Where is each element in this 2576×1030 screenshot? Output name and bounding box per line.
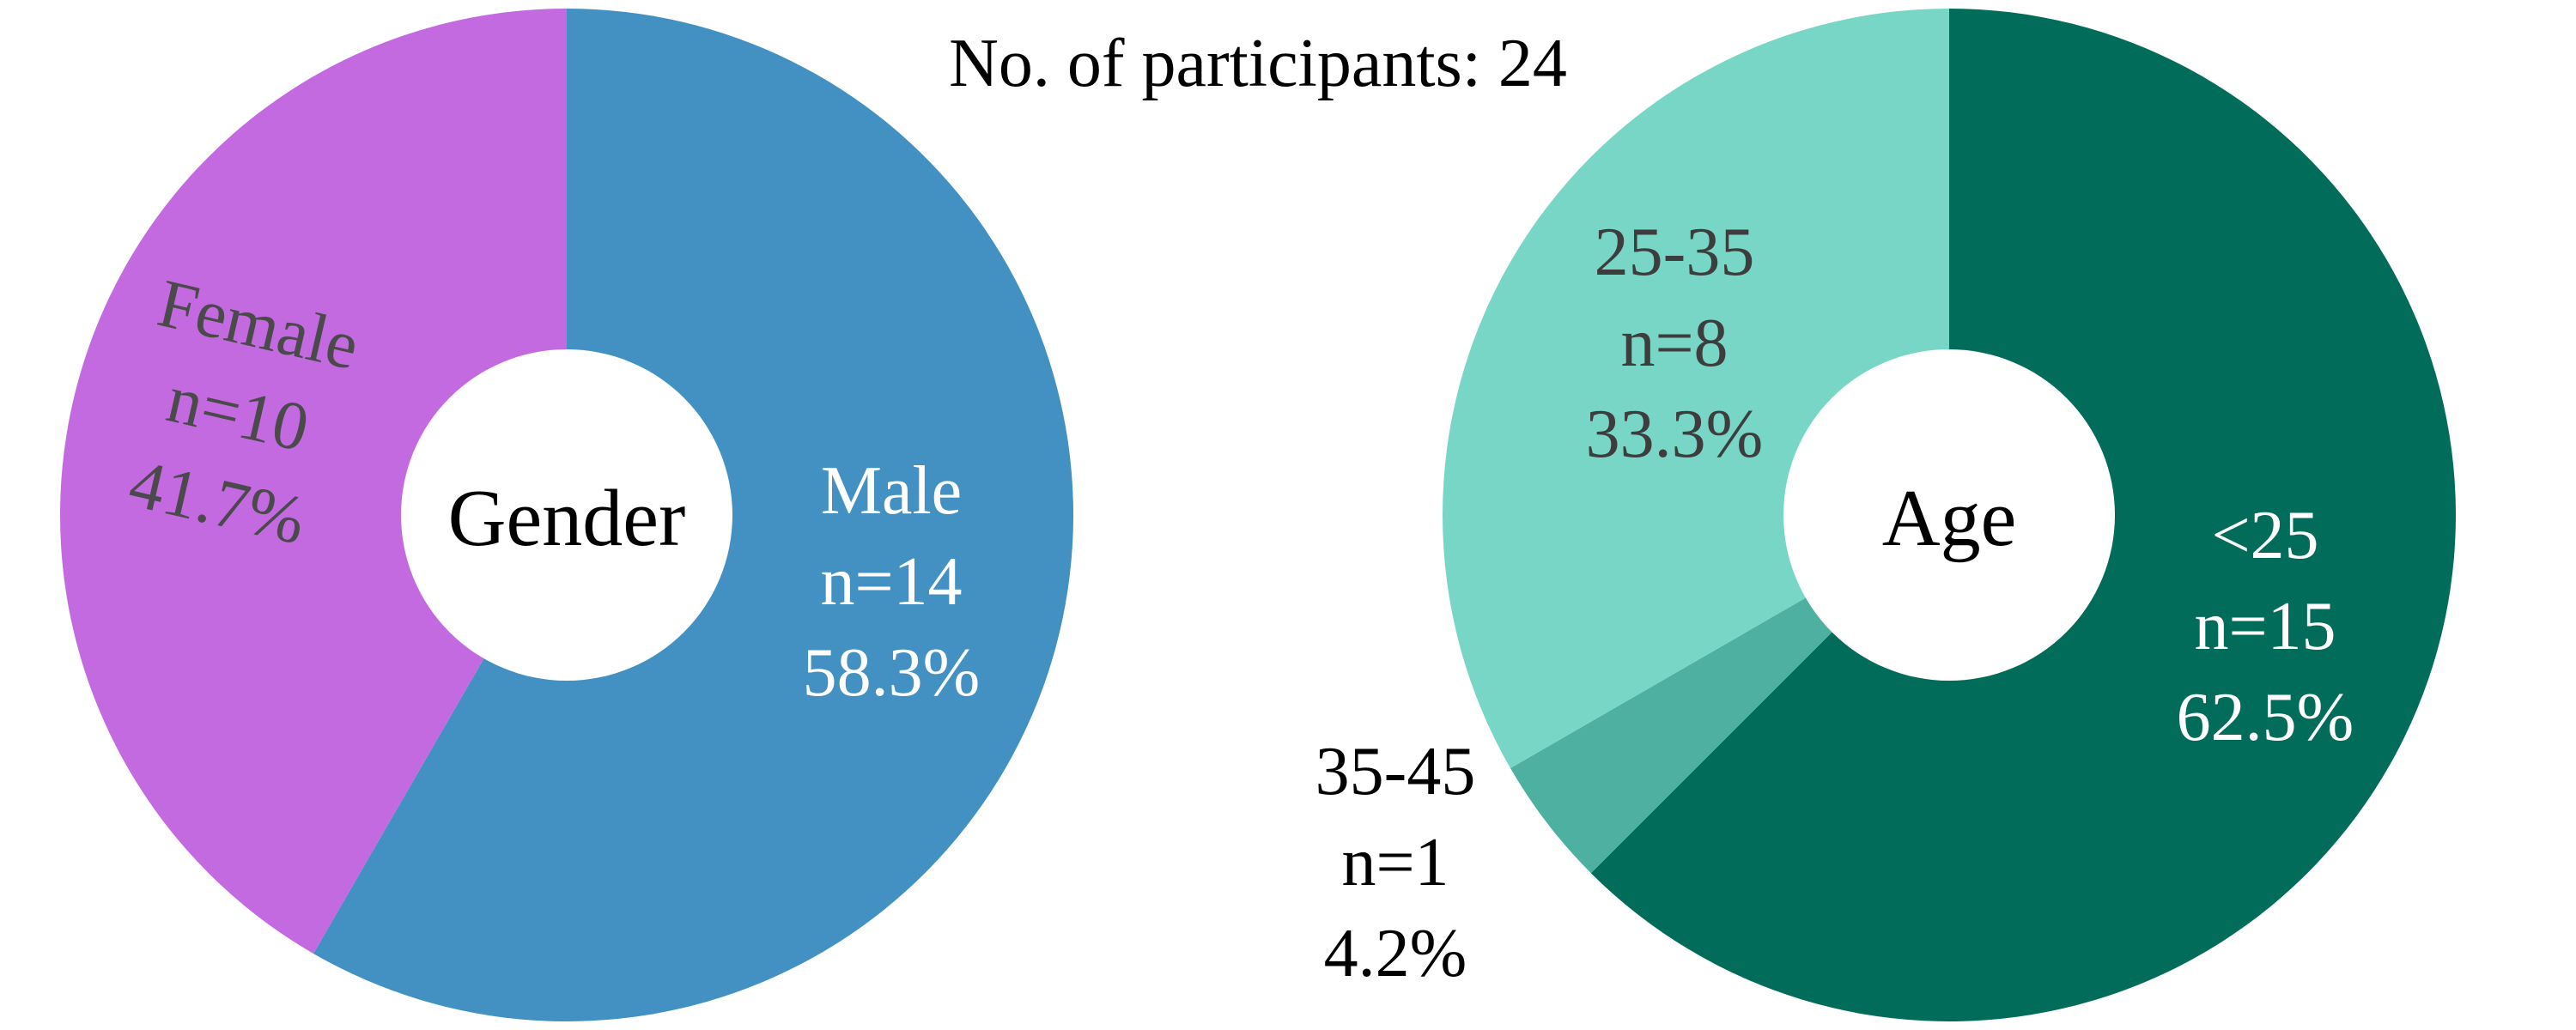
slice-label-male: Male n=14 58.3% — [803, 453, 981, 711]
gender-donut-chart: Gender Male n=14 58.3%Femalen=1041.7% — [60, 9, 1073, 1021]
slice-label-line: 4.2% — [1324, 916, 1467, 991]
age-center-label: Age — [1882, 474, 2017, 563]
slice-label-line: 58.3% — [803, 635, 981, 711]
gender-center-label: Gender — [448, 474, 686, 563]
slice-label-line: n=15 — [2194, 589, 2336, 664]
age-center-hole — [1783, 349, 2115, 681]
age-donut-chart: Age <25 n=15 62.5% 35-45 n=1 4.2% 25-35 n=8 33.3… — [1315, 9, 2457, 1021]
slice-label-line: 62.5% — [2177, 680, 2354, 755]
slice-label-line: 35-45 — [1315, 734, 1476, 809]
slice-label-line: n=14 — [820, 544, 962, 620]
slice-label-lt-25: <25 n=15 62.5% — [2177, 498, 2354, 755]
gender-center-hole — [401, 349, 732, 681]
slice-label-line: Male — [821, 453, 962, 529]
slice-label-line: 33.3% — [1586, 397, 1764, 472]
slice-label-line: n=1 — [1341, 825, 1449, 900]
slice-label-25-35: 25-35 n=8 33.3% — [1586, 215, 1764, 472]
slice-label-line: n=8 — [1620, 306, 1728, 381]
slice-label-35-45: 35-45 n=1 4.2% — [1315, 734, 1476, 991]
slice-label-line: 25-35 — [1595, 215, 1755, 290]
age-slice-labels: <25 n=15 62.5% 35-45 n=1 4.2% 25-35 n=8 33.3% — [1315, 215, 2354, 991]
participants-count-title: No. of participants: 24 — [949, 26, 1567, 101]
slice-female — [60, 9, 567, 954]
slice-label-line: <25 — [2211, 498, 2318, 573]
